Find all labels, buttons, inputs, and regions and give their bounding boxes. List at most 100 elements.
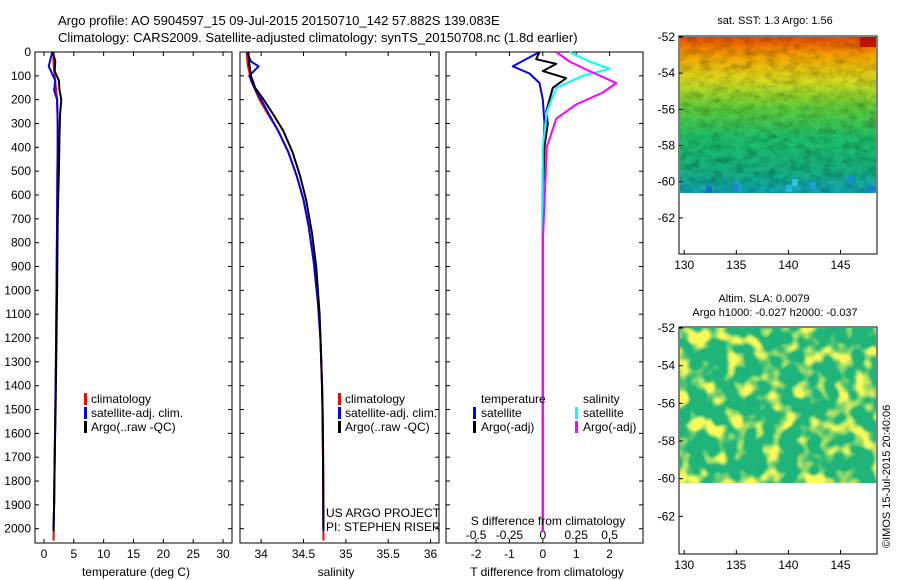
legend-label-satellite: satellite-adj. clim. (91, 406, 183, 420)
legend-label-satellite: satellite-adj. clim. (345, 406, 437, 420)
s-tick-label: -0.25 (496, 528, 524, 542)
y-tick-label: 500 (11, 164, 31, 178)
legend-swatch-argo (338, 421, 341, 433)
lon-tick-label: 140 (778, 558, 798, 572)
lat-tick-label: -58 (658, 434, 676, 448)
legend-label-climatology: climatology (91, 392, 151, 406)
x-tick-label: 1 (573, 547, 580, 561)
y-tick-label: 1100 (5, 307, 31, 321)
lat-tick-label: -54 (658, 359, 676, 373)
x-tick-label: 10 (97, 547, 111, 561)
sst-map: 130 135 140 145 -52 -54 -56 -58 -60 -62 (658, 30, 878, 272)
y-tick-label: 100 (11, 69, 31, 83)
y-tick-label: 1000 (4, 283, 31, 297)
y-tick-label: 300 (11, 117, 31, 131)
s-tick-label: 0.25 (565, 528, 589, 542)
lat-tick-label: -60 (658, 472, 676, 486)
difference-panel: -2 -1 0 1 2 -0.5 -0.25 0 0.25 0.5 (445, 51, 644, 561)
y-tick-label: 1500 (4, 403, 31, 417)
y-tick-label: 200 (11, 93, 31, 107)
lat-tick-label: -52 (658, 321, 676, 335)
y-tick-label: 1700 (4, 450, 31, 464)
x-tick-label: 5 (70, 547, 77, 561)
x-tick-label: 2 (606, 547, 613, 561)
y-tick-label: 1400 (4, 379, 31, 393)
legend-swatch-t-argo (473, 421, 476, 433)
temperature-legend: climatology satellite-adj. clim. Argo(..… (84, 392, 183, 434)
x-tick-label: 34.5 (292, 547, 316, 561)
legend-label-climatology: climatology (345, 392, 405, 406)
legend-swatch-argo (84, 421, 87, 433)
y-tick-label: 1300 (4, 355, 31, 369)
series-line-argo-raw-qc- (247, 51, 325, 529)
legend-title-salinity: salinity (583, 392, 620, 406)
legend-swatch-s-satellite (575, 407, 578, 419)
sla-heatmap-anomalies (680, 328, 876, 483)
lat-tick-label: -62 (658, 211, 676, 225)
lat-tick-label: -56 (658, 102, 676, 116)
legend-swatch-t-satellite (473, 407, 476, 419)
y-tick-label: 900 (11, 260, 31, 274)
x-tick-label: 15 (127, 547, 141, 561)
lat-tick-label: -60 (658, 175, 676, 189)
title-line-2: Climatology: CARS2009. Satellite-adjuste… (58, 30, 578, 45)
legend-swatch-climatology (84, 393, 87, 405)
lat-tick-label: -52 (658, 30, 676, 44)
lat-tick-label: -62 (658, 509, 676, 523)
plot-frame (34, 51, 233, 544)
lon-tick-label: 145 (831, 258, 851, 272)
t-diff-axis-label: T difference from climatology (470, 565, 624, 579)
series-line-argo-raw-qc- (51, 51, 63, 532)
x-tick-label: 0 (41, 547, 48, 561)
y-tick-label: 1800 (4, 474, 31, 488)
sst-cold-cell (733, 184, 739, 191)
x-tick-label: 0 (539, 547, 546, 561)
title-line-1: Argo profile: AO 5904597_15 09-Jul-2015 … (58, 13, 500, 28)
temperature-axis-label: temperature (deg C) (82, 565, 190, 579)
x-tick-label: 20 (157, 547, 171, 561)
x-tick-label: -2 (471, 547, 482, 561)
legend-swatch-satellite (338, 407, 341, 419)
salinity-panel: 34 34.5 35 35.5 36 (239, 51, 440, 561)
legend-label-argo: Argo(..raw -QC) (91, 420, 176, 434)
lon-tick-label: 130 (674, 258, 694, 272)
sla-map-title-2: Argo h1000: -0.027 h2000: -0.037 (692, 307, 857, 319)
y-tick-label: 1200 (4, 331, 31, 345)
s-diff-axis-label: S difference from climatology (471, 514, 626, 528)
legend-label-s-argo: Argo(-adj) (583, 420, 636, 434)
sst-cold-cell (810, 182, 816, 189)
legend-swatch-climatology (338, 393, 341, 405)
y-tick-label: 400 (11, 140, 31, 154)
series-line-salinity-argo-adj- (541, 51, 618, 532)
pi-label: PI: STEPHEN RISER (326, 520, 441, 534)
sst-cold-cell (792, 179, 798, 186)
s-tick-label: -0.5 (466, 528, 487, 542)
x-tick-label: 35 (339, 547, 353, 561)
legend-label-t-argo: Argo(-adj) (481, 420, 534, 434)
sst-heatmap (680, 37, 876, 193)
legend-title-temperature: temperature (481, 392, 546, 406)
s-tick-label: 0 (539, 528, 546, 542)
x-tick-label: 25 (187, 547, 201, 561)
x-tick-label: 34 (254, 547, 268, 561)
salinity-axis-label: salinity (318, 565, 355, 579)
sst-warm-cell (860, 37, 876, 47)
plot-frame (239, 51, 440, 544)
sst-cold-cell (786, 185, 792, 192)
y-tick-label: 1900 (4, 498, 31, 512)
x-tick-label: 30 (216, 547, 230, 561)
lat-tick-label: -58 (658, 139, 676, 153)
sst-map-title: sat. SST: 1.3 Argo: 1.56 (717, 15, 833, 27)
lat-tick-label: -56 (658, 396, 676, 410)
legend-swatch-satellite (84, 407, 87, 419)
lon-tick-label: 145 (831, 558, 851, 572)
lat-tick-label: -54 (658, 66, 676, 80)
y-tick-label: 700 (11, 212, 31, 226)
legend-label-t-satellite: satellite (481, 406, 522, 420)
legend-label-argo: Argo(..raw -QC) (345, 420, 430, 434)
x-tick-label: -1 (504, 547, 515, 561)
x-tick-label: 35.5 (377, 547, 401, 561)
y-tick-label: 600 (11, 188, 31, 202)
x-tick-label: 36 (424, 547, 438, 561)
